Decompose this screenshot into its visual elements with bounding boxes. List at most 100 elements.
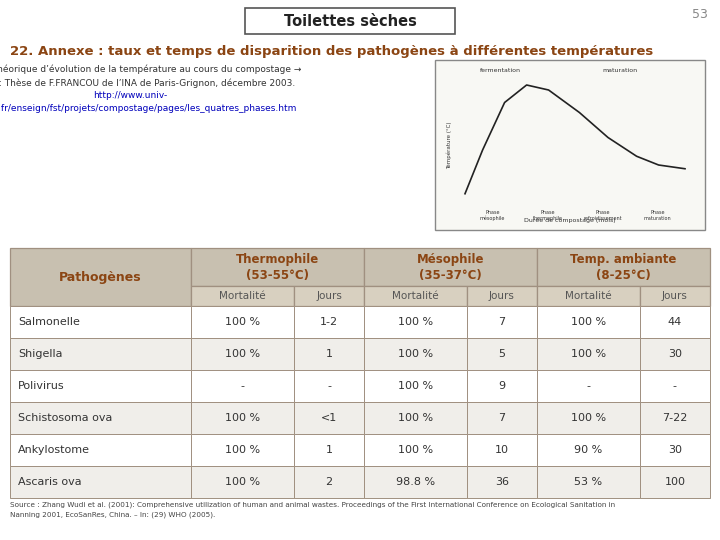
Text: Nanning 2001, EcoSanRes, China. – In: (29) WHO (2005).: Nanning 2001, EcoSanRes, China. – In: (2… <box>10 511 215 517</box>
Bar <box>10 434 191 466</box>
Text: Durée de compostage (mois): Durée de compostage (mois) <box>524 218 616 223</box>
Bar <box>10 338 191 370</box>
Text: 44: 44 <box>668 317 682 327</box>
Bar <box>364 338 467 370</box>
Bar <box>640 466 710 498</box>
Text: -: - <box>327 381 331 391</box>
Bar <box>191 370 294 402</box>
Text: 100 %: 100 % <box>225 477 260 487</box>
Bar <box>364 248 537 286</box>
Text: -: - <box>673 381 677 391</box>
Bar <box>191 466 294 498</box>
Bar <box>537 286 640 306</box>
Text: 90 %: 90 % <box>575 445 603 455</box>
Text: 53: 53 <box>692 8 708 21</box>
Bar <box>537 306 640 338</box>
Text: 100: 100 <box>665 477 685 487</box>
Bar <box>245 8 455 34</box>
Bar <box>537 402 640 434</box>
Text: 1: 1 <box>325 445 333 455</box>
Bar <box>10 248 191 306</box>
Bar <box>191 434 294 466</box>
Bar <box>364 370 467 402</box>
Bar <box>10 370 191 402</box>
Text: Phase
refroidissement: Phase refroidissement <box>583 210 622 221</box>
Text: -: - <box>587 381 590 391</box>
Text: Polivirus: Polivirus <box>18 381 65 391</box>
Text: -: - <box>240 381 245 391</box>
Text: 98.8 %: 98.8 % <box>396 477 435 487</box>
Bar <box>640 306 710 338</box>
Bar <box>191 248 364 286</box>
Bar <box>10 466 191 498</box>
Text: Phase
mésophile: Phase mésophile <box>480 210 505 221</box>
Text: 22. Annexe : taux et temps de disparition des pathogènes à différentes températu: 22. Annexe : taux et temps de disparitio… <box>10 45 653 58</box>
Bar <box>191 338 294 370</box>
Bar <box>537 370 640 402</box>
Text: 100 %: 100 % <box>225 349 260 359</box>
Bar <box>10 306 191 338</box>
Bar <box>191 402 294 434</box>
Text: Temp. ambiante
(8-25°C): Temp. ambiante (8-25°C) <box>570 253 677 281</box>
Text: Mortalité: Mortalité <box>565 291 612 301</box>
Text: Source : Thèse de F.FRANCOU de l’INA de Paris-Grignon, décembre 2003.: Source : Thèse de F.FRANCOU de l’INA de … <box>0 78 295 87</box>
Text: 100 %: 100 % <box>398 381 433 391</box>
Bar <box>467 434 537 466</box>
Bar <box>467 306 537 338</box>
Bar <box>191 286 294 306</box>
Bar <box>294 402 364 434</box>
Text: 53 %: 53 % <box>575 477 603 487</box>
Text: 1-2: 1-2 <box>320 317 338 327</box>
Text: http://www.univ-: http://www.univ- <box>93 91 167 100</box>
Text: <1: <1 <box>321 413 337 423</box>
Text: 100 %: 100 % <box>398 317 433 327</box>
Text: 30: 30 <box>668 445 682 455</box>
Bar <box>294 338 364 370</box>
Bar <box>640 434 710 466</box>
Bar <box>364 434 467 466</box>
Text: 7-22: 7-22 <box>662 413 688 423</box>
Text: Phase
thermophile: Phase thermophile <box>533 210 562 221</box>
Bar <box>537 338 640 370</box>
Bar <box>467 466 537 498</box>
Text: Température (°C): Température (°C) <box>446 122 451 168</box>
Bar <box>640 286 710 306</box>
Text: 100 %: 100 % <box>398 349 433 359</box>
Text: Jours: Jours <box>662 291 688 301</box>
Bar <box>294 370 364 402</box>
Bar <box>294 434 364 466</box>
Bar <box>435 60 705 230</box>
Text: Thermophile
(53-55°C): Thermophile (53-55°C) <box>236 253 319 281</box>
Text: 9: 9 <box>498 381 505 391</box>
Text: Mésophile
(35-37°C): Mésophile (35-37°C) <box>417 253 485 281</box>
Text: 7: 7 <box>498 317 505 327</box>
Text: lehavre.fr/enseign/fst/projets/compostage/pages/les_quatres_phases.htm: lehavre.fr/enseign/fst/projets/compostag… <box>0 104 296 113</box>
Bar <box>640 402 710 434</box>
Bar <box>640 338 710 370</box>
Text: 100 %: 100 % <box>225 413 260 423</box>
Bar <box>537 466 640 498</box>
Text: Source : Zhang Wudi et al. (2001): Comprehensive utilization of human and animal: Source : Zhang Wudi et al. (2001): Compr… <box>10 502 615 509</box>
Text: Courbe théorique d’évolution de la température au cours du compostage →: Courbe théorique d’évolution de la tempé… <box>0 65 302 75</box>
Bar <box>10 402 191 434</box>
Bar <box>537 248 710 286</box>
Text: Mortalité: Mortalité <box>392 291 438 301</box>
Text: Mortalité: Mortalité <box>220 291 266 301</box>
Text: maturation: maturation <box>603 68 638 73</box>
Text: 2: 2 <box>325 477 333 487</box>
Text: Jours: Jours <box>489 291 515 301</box>
Text: 100 %: 100 % <box>225 317 260 327</box>
Bar <box>294 286 364 306</box>
Text: 36: 36 <box>495 477 509 487</box>
Text: Ankylostome: Ankylostome <box>18 445 90 455</box>
Text: 100 %: 100 % <box>225 445 260 455</box>
Text: 100 %: 100 % <box>571 413 606 423</box>
Bar <box>294 306 364 338</box>
Text: Phase
maturation: Phase maturation <box>644 210 671 221</box>
Text: 30: 30 <box>668 349 682 359</box>
Text: Schistosoma ova: Schistosoma ova <box>18 413 112 423</box>
Text: 100 %: 100 % <box>398 445 433 455</box>
Bar <box>467 370 537 402</box>
Text: 100 %: 100 % <box>571 349 606 359</box>
Text: Toilettes sèches: Toilettes sèches <box>284 14 416 29</box>
